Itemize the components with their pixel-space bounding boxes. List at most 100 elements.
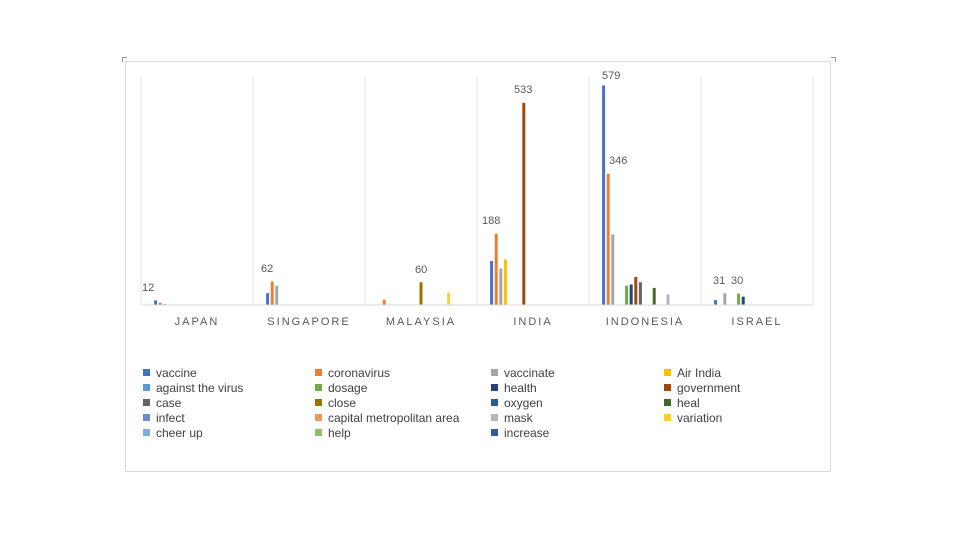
frame-corner-marker [831, 57, 836, 62]
data-label: 60 [415, 264, 427, 276]
bar-india-coronavirus[interactable] [494, 233, 498, 305]
legend-item: vaccinate [491, 366, 555, 381]
legend-item: case [143, 396, 181, 411]
legend-item: capital metropolitan area [315, 411, 459, 426]
bar-india-government[interactable] [522, 102, 526, 305]
bar-japan-coronavirus[interactable] [158, 302, 162, 305]
legend-swatch [491, 369, 498, 376]
legend-label: coronavirus [328, 366, 391, 380]
bar-singapore-coronavirus[interactable] [270, 281, 274, 306]
legend-label: mask [504, 411, 533, 425]
bar-india-air-india[interactable] [503, 259, 507, 306]
data-label: 30 [731, 275, 743, 287]
legend-label: against the virus [156, 381, 244, 395]
legend-swatch [143, 399, 150, 406]
legend-item: Air India [664, 366, 721, 381]
legend-swatch [491, 384, 498, 391]
legend-label: help [328, 426, 351, 440]
legend-swatch [664, 399, 671, 406]
category-label: INDONESIA [606, 316, 685, 328]
legend-item: vaccine [143, 366, 197, 381]
legend-swatch [491, 429, 498, 436]
legend-swatch [315, 414, 322, 421]
data-label: 579 [602, 70, 620, 82]
legend-label: heal [677, 396, 700, 410]
bar-indonesia-coronavirus[interactable] [606, 173, 610, 305]
bar-indonesia-government[interactable] [634, 276, 638, 305]
data-label: 188 [482, 215, 500, 227]
legend-label: vaccinate [504, 366, 555, 380]
bar-indonesia-case[interactable] [638, 282, 642, 305]
bar-india-vaccine[interactable] [490, 261, 494, 305]
legend-swatch [143, 414, 150, 421]
bar-india-vaccinate[interactable] [499, 268, 503, 305]
legend-swatch [315, 429, 322, 436]
category-label: JAPAN [175, 316, 220, 328]
data-label: 12 [142, 282, 154, 294]
category-labels: JAPAN SINGAPORE MALAYSIA INDIA INDONESIA ISRA… [175, 316, 782, 328]
legend-label: cheer up [156, 426, 203, 440]
legend-swatch [491, 399, 498, 406]
legend-item: against the virus [143, 381, 243, 396]
data-label: 346 [609, 155, 627, 167]
legend-swatch [143, 384, 150, 391]
bar-malaysia-variation[interactable] [447, 292, 451, 305]
bar-singapore-vaccinate[interactable] [275, 285, 279, 305]
bar-indonesia-vaccine[interactable] [602, 85, 606, 306]
legend-swatch [664, 414, 671, 421]
legend-label: oxygen [504, 396, 543, 410]
bar-japan-vaccine[interactable] [154, 300, 158, 305]
legend-item: oxygen [491, 396, 543, 411]
legend-label: increase [504, 426, 550, 440]
bar-indonesia-vaccinate[interactable] [611, 234, 615, 305]
legend-item: increase [491, 426, 549, 441]
legend-item: coronavirus [315, 366, 390, 381]
legend-label: Air India [677, 366, 722, 380]
bar-japan-vaccinate[interactable] [163, 303, 167, 305]
data-labels: 12 62 60 188 533 579 346 31 30 [142, 70, 743, 294]
category-gridlines [140, 76, 814, 305]
data-label: 62 [261, 263, 273, 275]
legend-label: government [677, 381, 741, 395]
category-label: SINGAPORE [267, 316, 350, 328]
legend-swatch [315, 369, 322, 376]
bar-indonesia-case[interactable] [666, 294, 670, 305]
bar-israel-dosage[interactable] [737, 293, 741, 305]
legend-item: infect [143, 411, 185, 426]
legend-label: close [328, 396, 357, 410]
bar-israel-health[interactable] [741, 296, 745, 305]
legend-label: health [504, 381, 537, 395]
bar-malaysia-close[interactable] [419, 282, 423, 305]
legend-swatch [491, 414, 498, 421]
category-label: ISRAEL [731, 316, 782, 328]
legend-swatch [315, 399, 322, 406]
legend-item: government [664, 381, 740, 396]
legend-item: variation [664, 411, 722, 426]
legend-label: variation [677, 411, 723, 425]
legend-label: case [156, 396, 182, 410]
legend-swatch [664, 369, 671, 376]
legend-item: close [315, 396, 356, 411]
legend-label: capital metropolitan area [328, 411, 460, 425]
legend-swatch [315, 384, 322, 391]
chart-area[interactable] [125, 61, 831, 472]
legend-label: dosage [328, 381, 368, 395]
bar-malaysia-coronavirus[interactable] [382, 299, 386, 305]
legend-item: mask [491, 411, 533, 426]
data-label: 31 [713, 275, 725, 287]
bar-israel-vaccinate[interactable] [723, 293, 727, 305]
category-label: MALAYSIA [386, 316, 456, 328]
legend-swatch [143, 429, 150, 436]
legend-swatch [664, 384, 671, 391]
frame-corner-marker [122, 57, 127, 62]
legend-item: health [491, 381, 537, 396]
bar-indonesia-dosage[interactable] [625, 285, 629, 305]
bar-israel-vaccine[interactable] [714, 300, 718, 305]
bar-indonesia-health[interactable] [629, 284, 633, 306]
bar-indonesia-heal[interactable] [652, 287, 656, 305]
bar-series [154, 85, 745, 306]
bar-singapore-vaccine[interactable] [266, 293, 270, 305]
category-label: INDIA [513, 316, 552, 328]
legend-item: cheer up [143, 426, 203, 441]
